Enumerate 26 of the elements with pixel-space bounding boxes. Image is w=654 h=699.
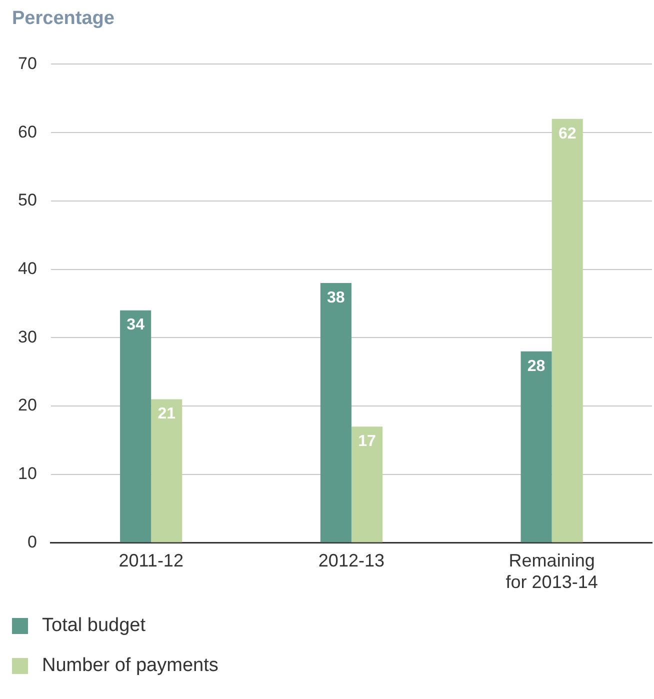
legend-label: Total budget — [42, 615, 146, 637]
y-tick-label: 40 — [18, 259, 37, 278]
data-label: 62 — [558, 125, 576, 142]
x-tick-label: 2011-12 — [118, 550, 184, 571]
y-axis-title: Percentage — [12, 8, 114, 30]
y-tick-label: 20 — [18, 396, 37, 415]
x-tick-label: Remaining for 2013-14 — [506, 550, 598, 592]
bar — [552, 118, 583, 542]
bar — [520, 351, 552, 542]
data-label: 21 — [158, 406, 176, 423]
y-tick-label: 0 — [27, 532, 37, 552]
data-label: 17 — [358, 432, 376, 450]
data-label: 38 — [327, 289, 345, 306]
y-tick-label: 30 — [18, 327, 37, 346]
x-tick-label: 2012-13 — [318, 550, 384, 571]
y-tick-label: 10 — [18, 464, 37, 484]
y-tick-label: 50 — [18, 190, 37, 210]
bar — [151, 399, 182, 542]
data-label: 34 — [126, 316, 145, 334]
bar — [320, 282, 352, 542]
bar — [351, 426, 383, 542]
bar — [120, 310, 152, 542]
data-label: 28 — [527, 358, 546, 375]
y-tick-label: 70 — [18, 54, 37, 73]
legend-label: Number of payments — [42, 655, 218, 677]
y-tick-label: 60 — [18, 122, 37, 142]
